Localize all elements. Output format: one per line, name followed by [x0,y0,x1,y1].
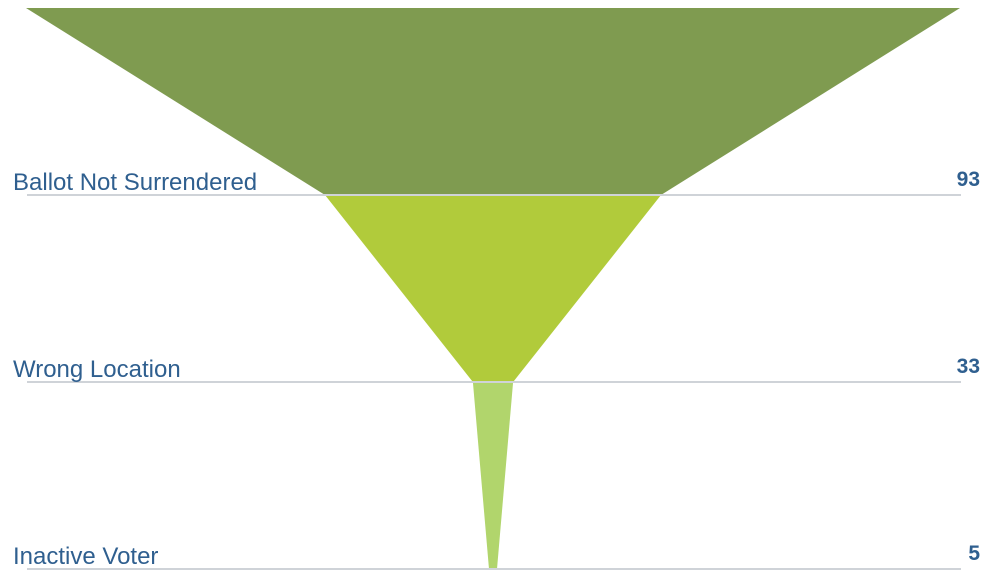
stage-value-1: 93 [957,168,980,191]
stage-value-2: 33 [957,355,980,378]
stage-labels: Ballot Not Surrendered Wrong Location Inac… [13,169,257,570]
stage-value-3: 5 [968,542,980,565]
funnel-segment-1 [26,8,960,195]
funnel-segment-2 [325,195,661,382]
funnel-segment-3 [472,382,514,569]
stage-values: 93 33 5 [957,168,981,565]
stage-label-2: Wrong Location [13,356,181,383]
stage-label-1: Ballot Not Surrendered [13,169,257,196]
stage-separators [27,194,961,570]
stage-label-3: Inactive Voter [13,543,158,570]
funnel-segments [26,8,960,569]
